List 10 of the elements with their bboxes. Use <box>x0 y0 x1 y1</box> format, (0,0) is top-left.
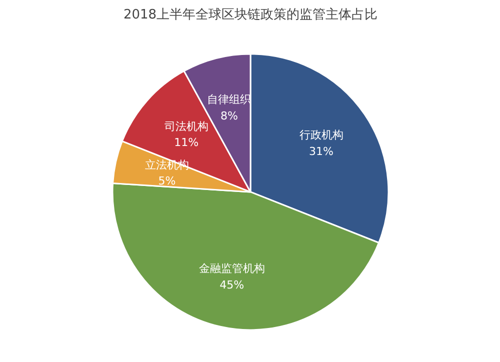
slice-label: 金融监管机构 <box>198 262 265 276</box>
data-label: 5% <box>158 174 176 188</box>
slice-label: 行政机构 <box>299 128 344 142</box>
data-label: 11% <box>174 136 199 150</box>
data-label: 45% <box>220 278 244 292</box>
slice-label: 司法机构 <box>164 120 208 133</box>
chart-title: 2018上半年全球区块链政策的监管主体占比 <box>123 6 378 22</box>
data-label: 8% <box>220 109 238 122</box>
slice-label: 自律组织 <box>207 93 252 106</box>
data-label: 31% <box>309 144 334 158</box>
